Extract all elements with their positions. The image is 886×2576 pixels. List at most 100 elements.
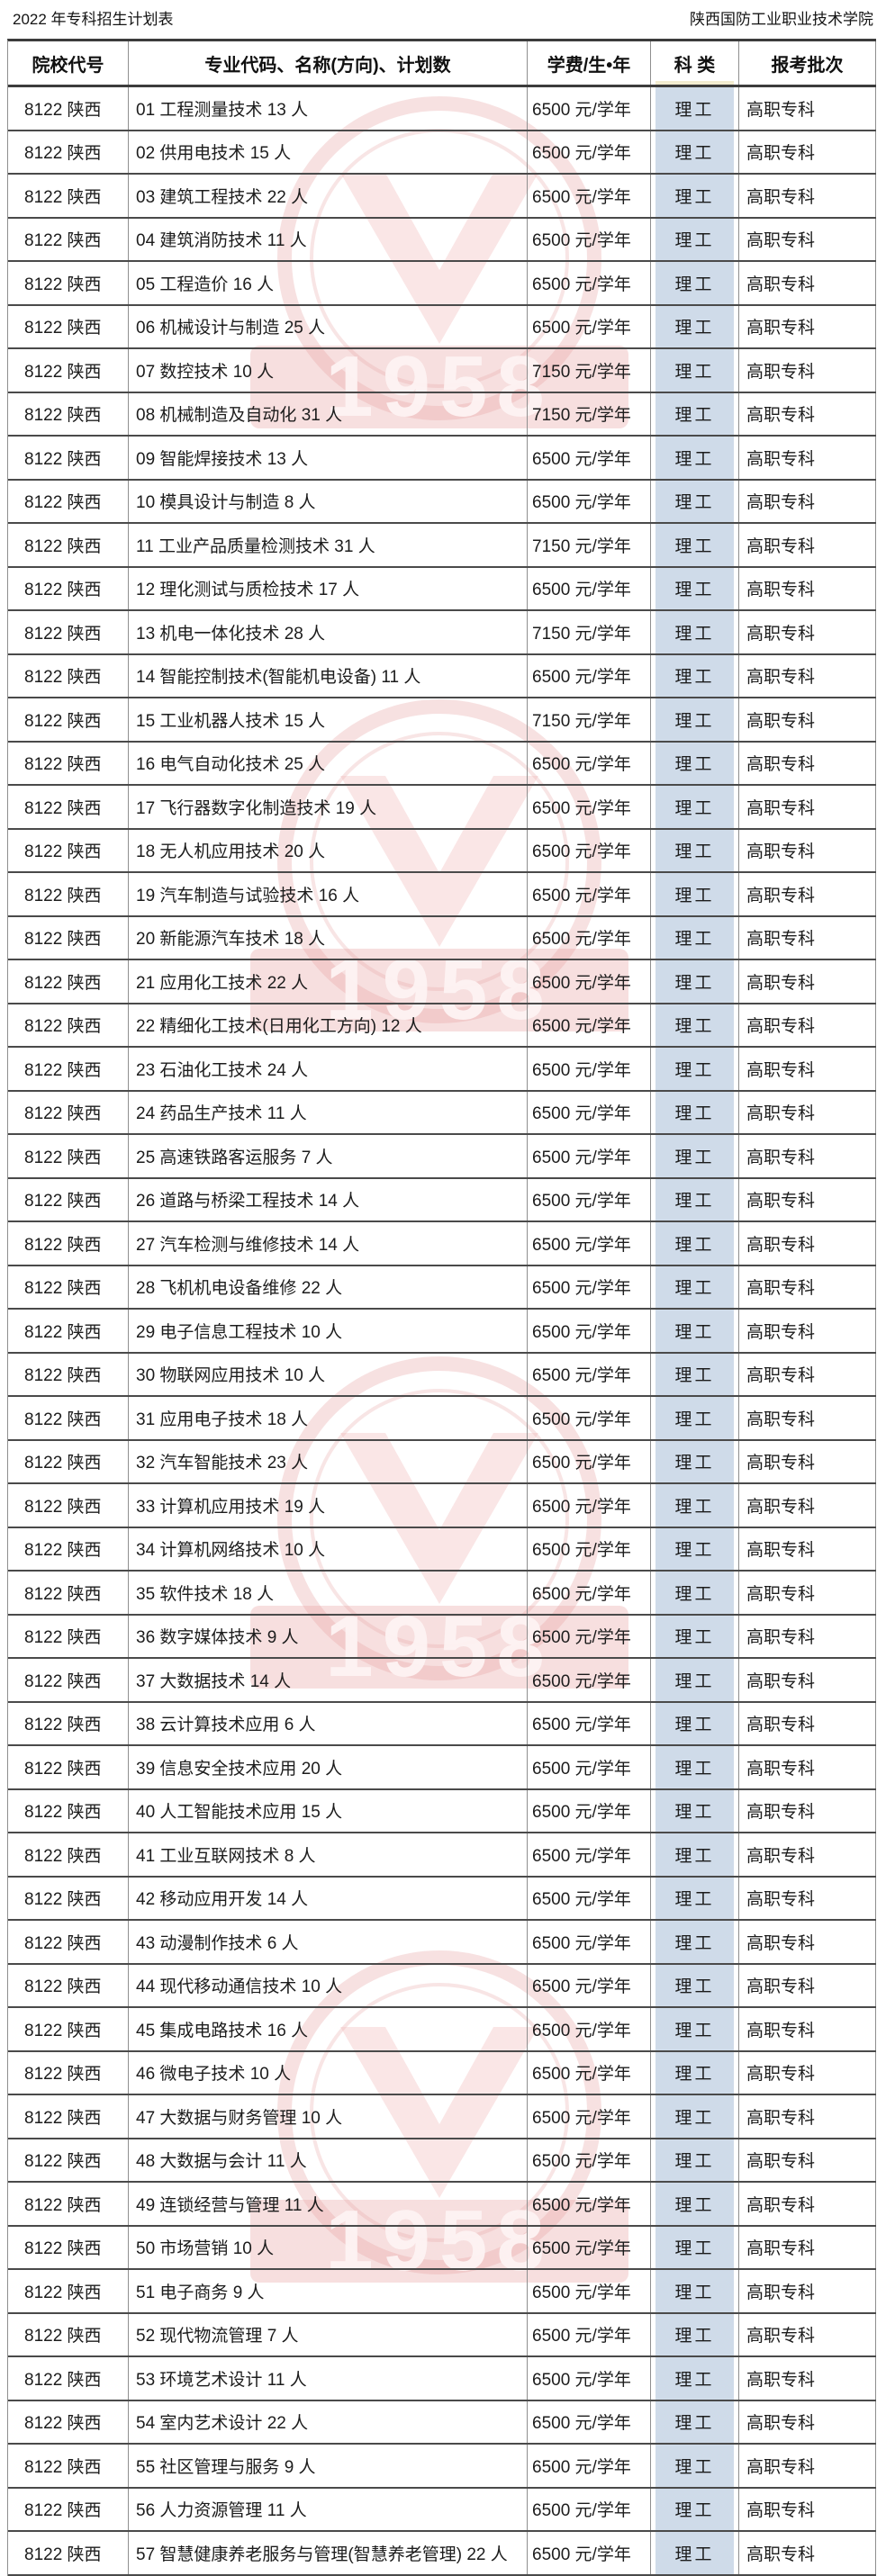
cell-college-code: 8122 陕西 <box>8 524 129 566</box>
cell-category: 理工 <box>651 131 739 173</box>
cell-college-code: 8122 陕西 <box>8 742 129 784</box>
cell-category: 理工 <box>651 1310 739 1352</box>
table-row: 8122 陕西 47 大数据与财务管理 10 人 6500 元/学年 理工 高职专科 <box>8 2095 876 2139</box>
cell-tuition: 6500 元/学年 <box>528 654 651 697</box>
cell-tuition: 6500 元/学年 <box>528 305 651 347</box>
cell-tuition: 6500 元/学年 <box>528 2400 651 2443</box>
cell-category: 理工 <box>651 873 739 915</box>
cell-major: 57 智慧健康养老服务与管理(智慧养老管理) 22 人 <box>129 2532 528 2574</box>
category-highlight: 理工 <box>655 1527 734 1570</box>
cell-tuition: 7150 元/学年 <box>528 698 651 741</box>
table-row: 8122 陕西 06 机械设计与制造 25 人 6500 元/学年 理工 高职专科 <box>8 305 876 349</box>
cell-major: 26 道路与桥梁工程技术 14 人 <box>129 1178 528 1220</box>
cell-major: 06 机械设计与制造 25 人 <box>129 305 528 347</box>
cell-batch: 高职专科 <box>739 1048 876 1090</box>
table-row: 8122 陕西 46 微电子技术 10 人 6500 元/学年 理工 高职专科 <box>8 2051 876 2095</box>
cell-batch: 高职专科 <box>739 131 876 173</box>
cell-major: 14 智能控制技术(智能机电设备) 11 人 <box>129 654 528 697</box>
table-row: 8122 陕西 49 连锁经营与管理 11 人 6500 元/学年 理工 高职专科 <box>8 2183 876 2227</box>
cell-major: 48 大数据与会计 11 人 <box>129 2139 528 2181</box>
cell-batch: 高职专科 <box>739 437 876 479</box>
cell-category: 理工 <box>651 1877 739 1919</box>
table-row: 8122 陕西 20 新能源汽车技术 18 人 6500 元/学年 理工 高职专科 <box>8 916 876 960</box>
cell-category: 理工 <box>651 960 739 1003</box>
cell-college-code: 8122 陕西 <box>8 829 129 871</box>
cell-college-code: 8122 陕西 <box>8 392 129 435</box>
cell-category: 理工 <box>651 611 739 653</box>
table-row: 8122 陕西 26 道路与桥梁工程技术 14 人 6500 元/学年 理工 高职专科 <box>8 1178 876 1222</box>
category-highlight: 理工 <box>655 1440 734 1482</box>
cell-major: 52 现代物流管理 7 人 <box>129 2313 528 2355</box>
cell-college-code: 8122 陕西 <box>8 1615 129 1657</box>
cell-batch: 高职专科 <box>739 1265 876 1308</box>
table-row: 8122 陕西 48 大数据与会计 11 人 6500 元/学年 理工 高职专科 <box>8 2139 876 2183</box>
cell-tuition: 6500 元/学年 <box>528 742 651 784</box>
cell-major: 30 物联网应用技术 10 人 <box>129 1353 528 1395</box>
category-highlight: 理工 <box>655 2445 734 2487</box>
cell-batch: 高职专科 <box>739 2532 876 2574</box>
category-highlight: 理工 <box>655 1572 734 1614</box>
cell-college-code: 8122 陕西 <box>8 349 129 392</box>
cell-tuition: 6500 元/学年 <box>528 2357 651 2400</box>
cell-major: 21 应用化工技术 22 人 <box>129 960 528 1003</box>
category-highlight: 理工 <box>655 611 734 653</box>
cell-major: 03 建筑工程技术 22 人 <box>129 175 528 217</box>
table-row: 8122 陕西 28 飞机机电设备维修 22 人 6500 元/学年 理工 高职专科 <box>8 1265 876 1310</box>
cell-tuition: 6500 元/学年 <box>528 1265 651 1308</box>
cell-batch: 高职专科 <box>739 1310 876 1352</box>
table-row: 8122 陕西 17 飞行器数字化制造技术 19 人 6500 元/学年 理工 高职专科 <box>8 786 876 830</box>
cell-category: 理工 <box>651 305 739 347</box>
category-highlight: 理工 <box>655 480 734 522</box>
table-row: 8122 陕西 08 机械制造及自动化 31 人 7150 元/学年 理工 高职专科 <box>8 392 876 437</box>
cell-college-code: 8122 陕西 <box>8 1572 129 1614</box>
cell-tuition: 6500 元/学年 <box>528 567 651 609</box>
cell-college-code: 8122 陕西 <box>8 175 129 217</box>
school-name: 陕西国防工业职业技术学院 <box>690 11 873 28</box>
cell-college-code: 8122 陕西 <box>8 218 129 260</box>
category-highlight: 理工 <box>655 2183 734 2225</box>
cell-category: 理工 <box>651 2183 739 2225</box>
cell-tuition: 6500 元/学年 <box>528 1353 651 1395</box>
cell-category: 理工 <box>651 1615 739 1657</box>
cell-tuition: 6500 元/学年 <box>528 437 651 479</box>
cell-category: 理工 <box>651 1527 739 1570</box>
cell-college-code: 8122 陕西 <box>8 1397 129 1439</box>
table-row: 8122 陕西 34 计算机网络技术 10 人 6500 元/学年 理工 高职专科 <box>8 1527 876 1572</box>
col-header-college-code: 院校代号 <box>8 41 129 85</box>
col-header-batch: 报考批次 <box>739 41 876 85</box>
cell-major: 50 市场营销 10 人 <box>129 2226 528 2268</box>
cell-batch: 高职专科 <box>739 829 876 871</box>
category-highlight: 理工 <box>655 1789 734 1832</box>
cell-college-code: 8122 陕西 <box>8 567 129 609</box>
category-highlight: 理工 <box>655 1048 734 1090</box>
cell-college-code: 8122 陕西 <box>8 1746 129 1788</box>
cell-college-code: 8122 陕西 <box>8 698 129 741</box>
cell-tuition: 6500 元/学年 <box>528 480 651 522</box>
cell-major: 44 现代移动通信技术 10 人 <box>129 1964 528 2006</box>
cell-tuition: 6500 元/学年 <box>528 1572 651 1614</box>
table-row: 8122 陕西 38 云计算技术应用 6 人 6500 元/学年 理工 高职专科 <box>8 1702 876 1746</box>
cell-major: 22 精细化工技术(日用化工方向) 12 人 <box>129 1004 528 1046</box>
table-row: 8122 陕西 09 智能焊接技术 13 人 6500 元/学年 理工 高职专科 <box>8 437 876 481</box>
category-highlight: 理工 <box>655 2357 734 2400</box>
cell-major: 27 汽车检测与维修技术 14 人 <box>129 1222 528 1265</box>
cell-category: 理工 <box>651 392 739 435</box>
cell-college-code: 8122 陕西 <box>8 2226 129 2268</box>
cell-major: 05 工程造价 16 人 <box>129 262 528 304</box>
cell-tuition: 6500 元/学年 <box>528 1921 651 1963</box>
cell-major: 51 电子商务 9 人 <box>129 2270 528 2312</box>
cell-tuition: 6500 元/学年 <box>528 1484 651 1527</box>
table-row: 8122 陕西 33 计算机应用技术 19 人 6500 元/学年 理工 高职专科 <box>8 1484 876 1528</box>
cell-major: 56 人力资源管理 11 人 <box>129 2488 528 2530</box>
cell-category: 理工 <box>651 2313 739 2355</box>
cell-tuition: 6500 元/学年 <box>528 1659 651 1701</box>
cell-college-code: 8122 陕西 <box>8 1702 129 1744</box>
cell-major: 31 应用电子技术 18 人 <box>129 1397 528 1439</box>
cell-batch: 高职专科 <box>739 392 876 435</box>
category-highlight: 理工 <box>655 175 734 217</box>
cell-college-code: 8122 陕西 <box>8 654 129 697</box>
cell-batch: 高职专科 <box>739 2226 876 2268</box>
category-highlight: 理工 <box>655 1222 734 1265</box>
table-row: 8122 陕西 50 市场营销 10 人 6500 元/学年 理工 高职专科 <box>8 2226 876 2270</box>
table-row: 8122 陕西 18 无人机应用技术 20 人 6500 元/学年 理工 高职专科 <box>8 829 876 873</box>
